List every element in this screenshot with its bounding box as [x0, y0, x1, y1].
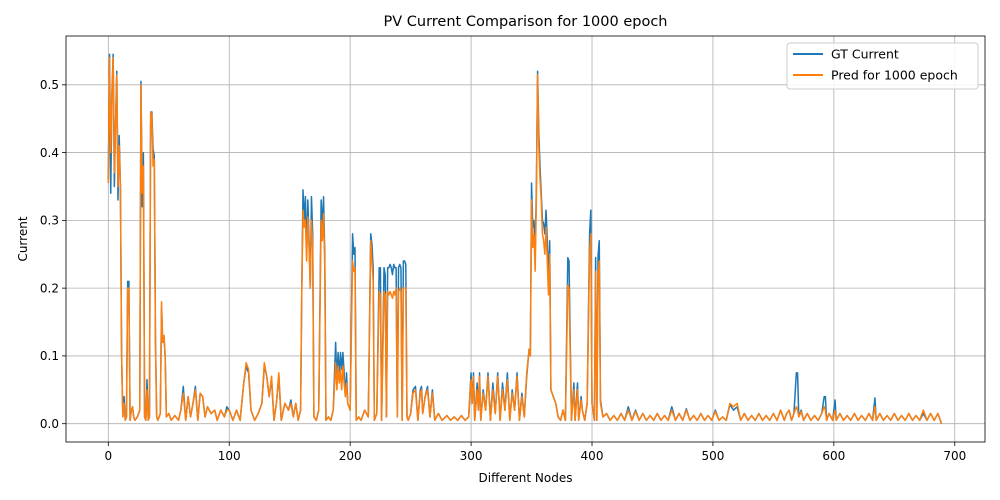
y-tick-label: 0.4: [40, 146, 59, 160]
x-tick-label: 400: [581, 449, 604, 463]
y-tick-label: 0.5: [40, 78, 59, 92]
x-tick-label: 0: [104, 449, 112, 463]
y-axis: 0.0 0.1 0.2 0.3 0.4 0.5: [40, 78, 66, 431]
legend: GT Current Pred for 1000 epoch: [786, 42, 979, 90]
series-line-pred: [107, 56, 943, 424]
chart-title: PV Current Comparison for 1000 epoch: [384, 14, 668, 30]
x-axis-label: Different Nodes: [479, 471, 573, 485]
y-tick-label: 0.3: [40, 214, 59, 228]
legend-label-gt-current: GT Current: [831, 47, 899, 62]
x-tick-label: 100: [218, 449, 241, 463]
legend-box: [786, 42, 979, 90]
legend-label-pred: Pred for 1000 epoch: [831, 68, 958, 83]
x-tick-label: 600: [822, 449, 845, 463]
x-tick-label: 200: [339, 449, 362, 463]
y-tick-label: 0.2: [40, 281, 59, 295]
x-tick-label: 500: [701, 449, 724, 463]
x-tick-label: 300: [460, 449, 483, 463]
series-layer: [107, 53, 943, 424]
y-tick-label: 0.0: [40, 417, 59, 431]
plot-area: [66, 36, 985, 442]
y-axis-label: Current: [16, 216, 30, 261]
x-tick-label: 700: [943, 449, 966, 463]
grid: [66, 36, 985, 442]
x-axis: 0 100 200 300 400 500 600 700: [104, 442, 966, 463]
y-tick-label: 0.1: [40, 349, 59, 363]
plot-frame: [65, 35, 986, 443]
